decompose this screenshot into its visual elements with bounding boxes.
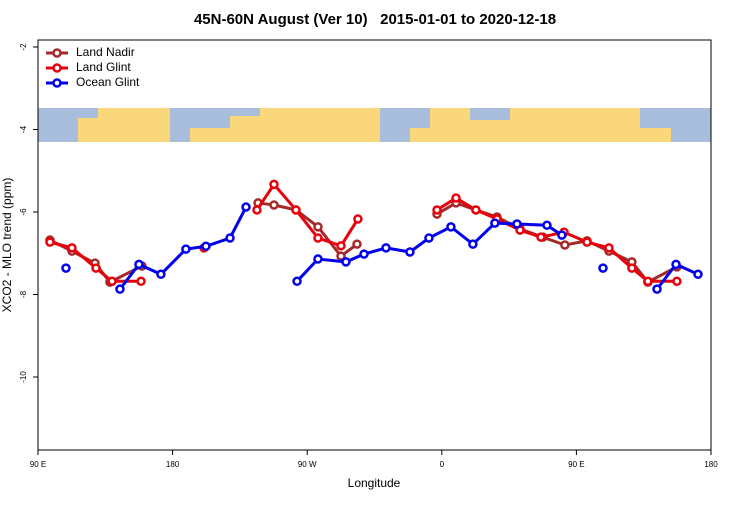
point bbox=[292, 276, 302, 287]
point bbox=[359, 249, 369, 259]
x-tick-label: 180 bbox=[704, 460, 718, 469]
point bbox=[557, 230, 567, 240]
legend-label: Land Glint bbox=[76, 60, 131, 74]
point bbox=[313, 222, 323, 232]
point bbox=[136, 276, 146, 287]
point bbox=[643, 276, 653, 287]
point bbox=[134, 259, 144, 270]
point bbox=[627, 263, 637, 273]
point bbox=[45, 237, 55, 247]
point bbox=[542, 220, 552, 230]
x-tick-label: 90 E bbox=[568, 460, 584, 469]
point bbox=[424, 233, 434, 243]
x-tick-label: 180 bbox=[166, 460, 180, 469]
point bbox=[181, 244, 191, 254]
point bbox=[468, 239, 478, 249]
point bbox=[353, 214, 363, 224]
point bbox=[341, 257, 351, 267]
chart-title: 45N-60N August (Ver 10) 2015-01-01 to 20… bbox=[194, 11, 556, 28]
point bbox=[490, 218, 500, 228]
point bbox=[582, 237, 592, 247]
x-tick-label: 90 E bbox=[30, 460, 46, 469]
point bbox=[241, 202, 251, 212]
point bbox=[672, 276, 682, 287]
point bbox=[336, 251, 346, 261]
point bbox=[451, 193, 461, 203]
point bbox=[405, 247, 415, 257]
point bbox=[67, 243, 77, 253]
y-tick-label: -6 bbox=[19, 208, 28, 216]
legend-label: Land Nadir bbox=[76, 45, 135, 59]
point bbox=[512, 219, 522, 229]
plot-frame bbox=[37, 39, 712, 451]
point bbox=[115, 284, 125, 294]
map-ocean bbox=[38, 108, 711, 142]
point bbox=[269, 179, 279, 190]
y-tick-label: -10 bbox=[19, 371, 28, 383]
legend-label: Ocean Glint bbox=[76, 75, 140, 89]
point bbox=[313, 254, 323, 264]
point bbox=[604, 243, 614, 253]
x-tick-label: 0 bbox=[440, 460, 445, 469]
point bbox=[252, 205, 262, 215]
point bbox=[91, 263, 101, 273]
y-tick-label: -8 bbox=[19, 290, 28, 298]
point bbox=[652, 284, 662, 294]
point bbox=[446, 222, 456, 232]
y-tick-label: -2 bbox=[19, 43, 28, 51]
point bbox=[156, 269, 166, 280]
y-axis-label: XCO2 - MLO trend (ppm) bbox=[0, 178, 14, 313]
point bbox=[352, 239, 362, 249]
point bbox=[61, 263, 71, 273]
map-band bbox=[38, 108, 711, 142]
point bbox=[201, 241, 211, 251]
point bbox=[381, 243, 391, 253]
legend-marker bbox=[52, 78, 62, 88]
point bbox=[336, 241, 346, 251]
point bbox=[313, 233, 323, 243]
legend-marker bbox=[52, 63, 62, 73]
point bbox=[471, 205, 481, 215]
point bbox=[671, 259, 681, 270]
point bbox=[560, 240, 570, 250]
point bbox=[291, 205, 301, 215]
point bbox=[225, 233, 235, 243]
x-tick-label: 90 W bbox=[298, 460, 317, 469]
point bbox=[598, 263, 608, 273]
point bbox=[536, 232, 546, 242]
point bbox=[432, 205, 442, 215]
point bbox=[107, 276, 117, 287]
x-axis-label: Longitude bbox=[348, 476, 401, 490]
series-line bbox=[255, 181, 360, 248]
point bbox=[269, 200, 279, 210]
point bbox=[693, 269, 703, 280]
legend-marker bbox=[52, 48, 62, 58]
y-tick-label: -4 bbox=[19, 125, 28, 133]
